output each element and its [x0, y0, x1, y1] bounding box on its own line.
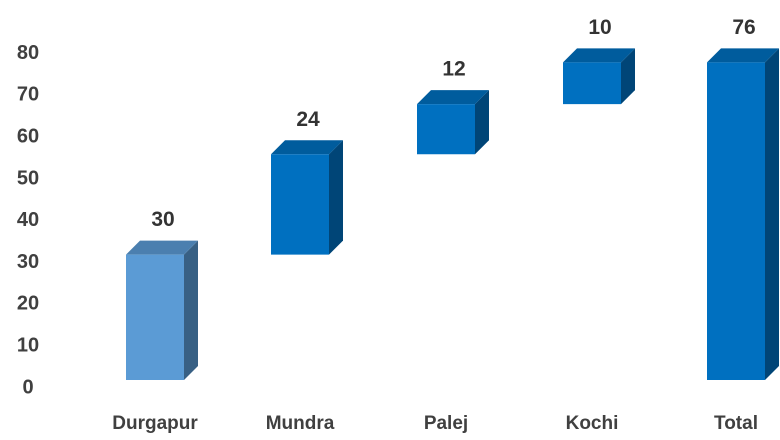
bar-side [765, 48, 779, 380]
value-label: 10 [588, 16, 611, 39]
y-tick-label: 70 [17, 84, 39, 106]
y-tick-label: 40 [17, 209, 39, 231]
bar-top [563, 48, 635, 63]
bar-front [563, 62, 621, 105]
y-tick-label: 10 [17, 334, 39, 356]
bar [563, 48, 635, 105]
bar-top [126, 240, 198, 255]
x-tick-label: Mundra [266, 413, 335, 434]
x-tick-label: Palej [424, 413, 468, 434]
bar-side [621, 48, 635, 105]
bar-top [707, 48, 779, 63]
y-tick-label: 60 [17, 125, 39, 147]
x-tick-label: Total [714, 413, 758, 434]
bar-top [417, 90, 489, 105]
value-label: 76 [732, 16, 755, 39]
x-tick-label: Kochi [566, 413, 619, 434]
bar [417, 90, 489, 155]
value-label: 24 [296, 108, 320, 131]
bar [271, 140, 343, 255]
bar-front [271, 154, 329, 255]
y-tick-label: 0 [22, 376, 33, 398]
bar [126, 240, 198, 380]
y-tick-label: 20 [17, 293, 39, 315]
y-tick-label: 30 [17, 251, 39, 273]
bar-front [707, 62, 765, 380]
value-label: 30 [151, 208, 174, 231]
bar-side [475, 90, 489, 155]
bar-side [184, 240, 198, 380]
bar-top [271, 140, 343, 155]
bar-side [329, 140, 343, 255]
bar-front [126, 254, 184, 380]
y-tick-label: 50 [17, 167, 39, 189]
bar-front [417, 104, 475, 155]
value-label: 12 [442, 58, 465, 81]
y-tick-label: 80 [17, 42, 39, 64]
bar [707, 48, 779, 380]
x-tick-label: Durgapur [112, 413, 198, 434]
